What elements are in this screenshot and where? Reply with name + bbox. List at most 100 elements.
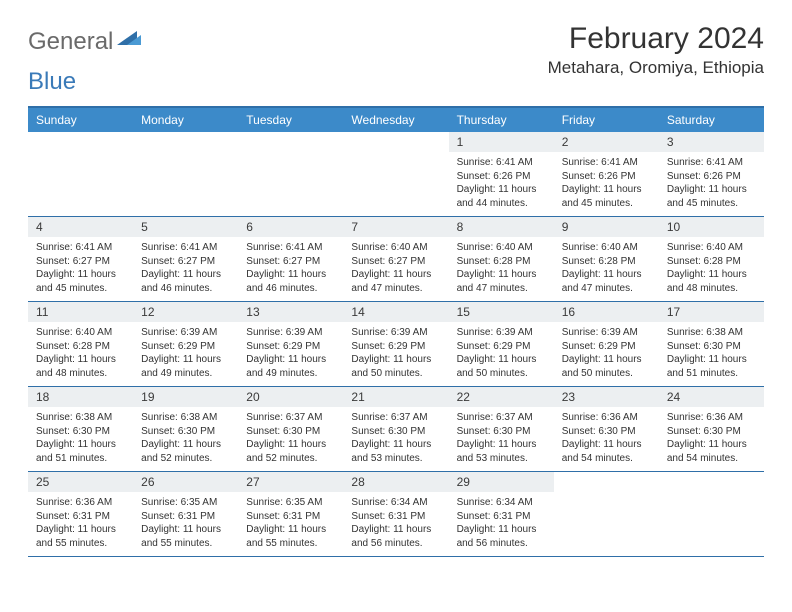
day-number: 26 bbox=[133, 472, 238, 492]
day-number: 24 bbox=[659, 387, 764, 407]
daylight-text: Daylight: 11 hours and 56 minutes. bbox=[351, 523, 440, 550]
day-number: 29 bbox=[449, 472, 554, 492]
day-details: Sunrise: 6:40 AMSunset: 6:28 PMDaylight:… bbox=[28, 322, 133, 386]
sunrise-text: Sunrise: 6:34 AM bbox=[457, 496, 546, 510]
day-details: Sunrise: 6:40 AMSunset: 6:28 PMDaylight:… bbox=[554, 237, 659, 301]
sunrise-text: Sunrise: 6:40 AM bbox=[562, 241, 651, 255]
sunset-text: Sunset: 6:28 PM bbox=[457, 255, 546, 269]
sunset-text: Sunset: 6:30 PM bbox=[351, 425, 440, 439]
location-text: Metahara, Oromiya, Ethiopia bbox=[548, 58, 764, 78]
calendar-cell: 12Sunrise: 6:39 AMSunset: 6:29 PMDayligh… bbox=[133, 302, 238, 387]
calendar-cell bbox=[238, 132, 343, 217]
col-wednesday: Wednesday bbox=[343, 107, 448, 132]
sunset-text: Sunset: 6:31 PM bbox=[36, 510, 125, 524]
sunrise-text: Sunrise: 6:38 AM bbox=[141, 411, 230, 425]
sunrise-text: Sunrise: 6:38 AM bbox=[36, 411, 125, 425]
daylight-text: Daylight: 11 hours and 55 minutes. bbox=[36, 523, 125, 550]
sunset-text: Sunset: 6:26 PM bbox=[562, 170, 651, 184]
day-details: Sunrise: 6:41 AMSunset: 6:26 PMDaylight:… bbox=[449, 152, 554, 216]
day-number: 13 bbox=[238, 302, 343, 322]
daylight-text: Daylight: 11 hours and 45 minutes. bbox=[36, 268, 125, 295]
day-details: Sunrise: 6:39 AMSunset: 6:29 PMDaylight:… bbox=[343, 322, 448, 386]
col-sunday: Sunday bbox=[28, 107, 133, 132]
day-number: 9 bbox=[554, 217, 659, 237]
col-friday: Friday bbox=[554, 107, 659, 132]
day-number: 28 bbox=[343, 472, 448, 492]
calendar-cell: 3Sunrise: 6:41 AMSunset: 6:26 PMDaylight… bbox=[659, 132, 764, 217]
sunrise-text: Sunrise: 6:41 AM bbox=[457, 156, 546, 170]
day-number: 3 bbox=[659, 132, 764, 152]
calendar-cell: 14Sunrise: 6:39 AMSunset: 6:29 PMDayligh… bbox=[343, 302, 448, 387]
calendar-cell: 5Sunrise: 6:41 AMSunset: 6:27 PMDaylight… bbox=[133, 217, 238, 302]
sunset-text: Sunset: 6:28 PM bbox=[562, 255, 651, 269]
day-details: Sunrise: 6:39 AMSunset: 6:29 PMDaylight:… bbox=[238, 322, 343, 386]
sunset-text: Sunset: 6:30 PM bbox=[562, 425, 651, 439]
calendar-cell bbox=[133, 132, 238, 217]
calendar-cell: 15Sunrise: 6:39 AMSunset: 6:29 PMDayligh… bbox=[449, 302, 554, 387]
daylight-text: Daylight: 11 hours and 49 minutes. bbox=[141, 353, 230, 380]
col-thursday: Thursday bbox=[449, 107, 554, 132]
logo-text-1: General bbox=[28, 28, 113, 56]
calendar-cell: 17Sunrise: 6:38 AMSunset: 6:30 PMDayligh… bbox=[659, 302, 764, 387]
calendar-cell: 20Sunrise: 6:37 AMSunset: 6:30 PMDayligh… bbox=[238, 387, 343, 472]
day-number: 21 bbox=[343, 387, 448, 407]
sunrise-text: Sunrise: 6:40 AM bbox=[36, 326, 125, 340]
day-details: Sunrise: 6:41 AMSunset: 6:27 PMDaylight:… bbox=[28, 237, 133, 301]
sunrise-text: Sunrise: 6:39 AM bbox=[246, 326, 335, 340]
calendar-cell: 28 Sunrise: 6:34 AMSunset: 6:31 PMDayligh… bbox=[343, 472, 448, 557]
calendar-cell: 10Sunrise: 6:40 AMSunset: 6:28 PMDayligh… bbox=[659, 217, 764, 302]
col-tuesday: Tuesday bbox=[238, 107, 343, 132]
daylight-text: Daylight: 11 hours and 55 minutes. bbox=[141, 523, 230, 550]
sunset-text: Sunset: 6:27 PM bbox=[351, 255, 440, 269]
day-details: Sunrise: 6:40 AMSunset: 6:27 PMDaylight:… bbox=[343, 237, 448, 301]
sunset-text: Sunset: 6:30 PM bbox=[667, 340, 756, 354]
calendar-cell: 18Sunrise: 6:38 AMSunset: 6:30 PMDayligh… bbox=[28, 387, 133, 472]
calendar-cell: 7Sunrise: 6:40 AMSunset: 6:27 PMDaylight… bbox=[343, 217, 448, 302]
daylight-text: Daylight: 11 hours and 51 minutes. bbox=[667, 353, 756, 380]
daylight-text: Daylight: 11 hours and 47 minutes. bbox=[351, 268, 440, 295]
sunrise-text: Sunrise: 6:35 AM bbox=[141, 496, 230, 510]
sunrise-text: Sunrise: 6:37 AM bbox=[351, 411, 440, 425]
calendar-row: 11Sunrise: 6:40 AMSunset: 6:28 PMDayligh… bbox=[28, 302, 764, 387]
sunrise-text: Sunrise: 6:40 AM bbox=[457, 241, 546, 255]
logo-text-2: Blue bbox=[28, 68, 76, 96]
calendar-cell bbox=[554, 472, 659, 557]
day-details: Sunrise: 6:36 AMSunset: 6:30 PMDaylight:… bbox=[554, 407, 659, 471]
calendar-cell: 25Sunrise: 6:36 AMSunset: 6:31 PMDayligh… bbox=[28, 472, 133, 557]
day-details: Sunrise: 6:38 AMSunset: 6:30 PMDaylight:… bbox=[28, 407, 133, 471]
daylight-text: Daylight: 11 hours and 53 minutes. bbox=[351, 438, 440, 465]
sunrise-text: Sunrise: 6:39 AM bbox=[562, 326, 651, 340]
day-details: Sunrise: 6:39 AMSunset: 6:29 PMDaylight:… bbox=[554, 322, 659, 386]
sunset-text: Sunset: 6:29 PM bbox=[457, 340, 546, 354]
day-details: Sunrise: 6:39 AMSunset: 6:29 PMDaylight:… bbox=[449, 322, 554, 386]
calendar-cell: 9Sunrise: 6:40 AMSunset: 6:28 PMDaylight… bbox=[554, 217, 659, 302]
day-details: Sunrise: 6:41 AMSunset: 6:27 PMDaylight:… bbox=[238, 237, 343, 301]
calendar-page: General February 2024 Metahara, Oromiya,… bbox=[0, 0, 792, 579]
sunrise-text: Sunrise: 6:40 AM bbox=[667, 241, 756, 255]
daylight-text: Daylight: 11 hours and 47 minutes. bbox=[457, 268, 546, 295]
daylight-text: Daylight: 11 hours and 48 minutes. bbox=[667, 268, 756, 295]
sunset-text: Sunset: 6:31 PM bbox=[351, 510, 440, 524]
logo: General bbox=[28, 22, 143, 56]
sunset-text: Sunset: 6:29 PM bbox=[141, 340, 230, 354]
calendar-cell: 26Sunrise: 6:35 AMSunset: 6:31 PMDayligh… bbox=[133, 472, 238, 557]
calendar-cell: 8Sunrise: 6:40 AMSunset: 6:28 PMDaylight… bbox=[449, 217, 554, 302]
calendar-cell bbox=[28, 132, 133, 217]
daylight-text: Daylight: 11 hours and 48 minutes. bbox=[36, 353, 125, 380]
sunrise-text: Sunrise: 6:41 AM bbox=[36, 241, 125, 255]
sunrise-text: Sunrise: 6:34 AM bbox=[351, 496, 440, 510]
calendar-row: 25Sunrise: 6:36 AMSunset: 6:31 PMDayligh… bbox=[28, 472, 764, 557]
calendar-row: 1Sunrise: 6:41 AMSunset: 6:26 PMDaylight… bbox=[28, 132, 764, 217]
day-details: Sunrise: 6:37 AMSunset: 6:30 PMDaylight:… bbox=[238, 407, 343, 471]
sunset-text: Sunset: 6:28 PM bbox=[36, 340, 125, 354]
calendar-cell bbox=[343, 132, 448, 217]
daylight-text: Daylight: 11 hours and 54 minutes. bbox=[667, 438, 756, 465]
sunrise-text: Sunrise: 6:41 AM bbox=[562, 156, 651, 170]
sunset-text: Sunset: 6:30 PM bbox=[667, 425, 756, 439]
day-details: Sunrise: 6:41 AMSunset: 6:27 PMDaylight:… bbox=[133, 237, 238, 301]
day-details: Sunrise: 6:34 AMSunset: 6:31 PMDaylight:… bbox=[449, 492, 554, 556]
day-number: 12 bbox=[133, 302, 238, 322]
day-details: Sunrise: 6:41 AMSunset: 6:26 PMDaylight:… bbox=[659, 152, 764, 216]
day-number: 10 bbox=[659, 217, 764, 237]
day-details: Sunrise: 6:35 AMSunset: 6:31 PMDaylight:… bbox=[133, 492, 238, 556]
